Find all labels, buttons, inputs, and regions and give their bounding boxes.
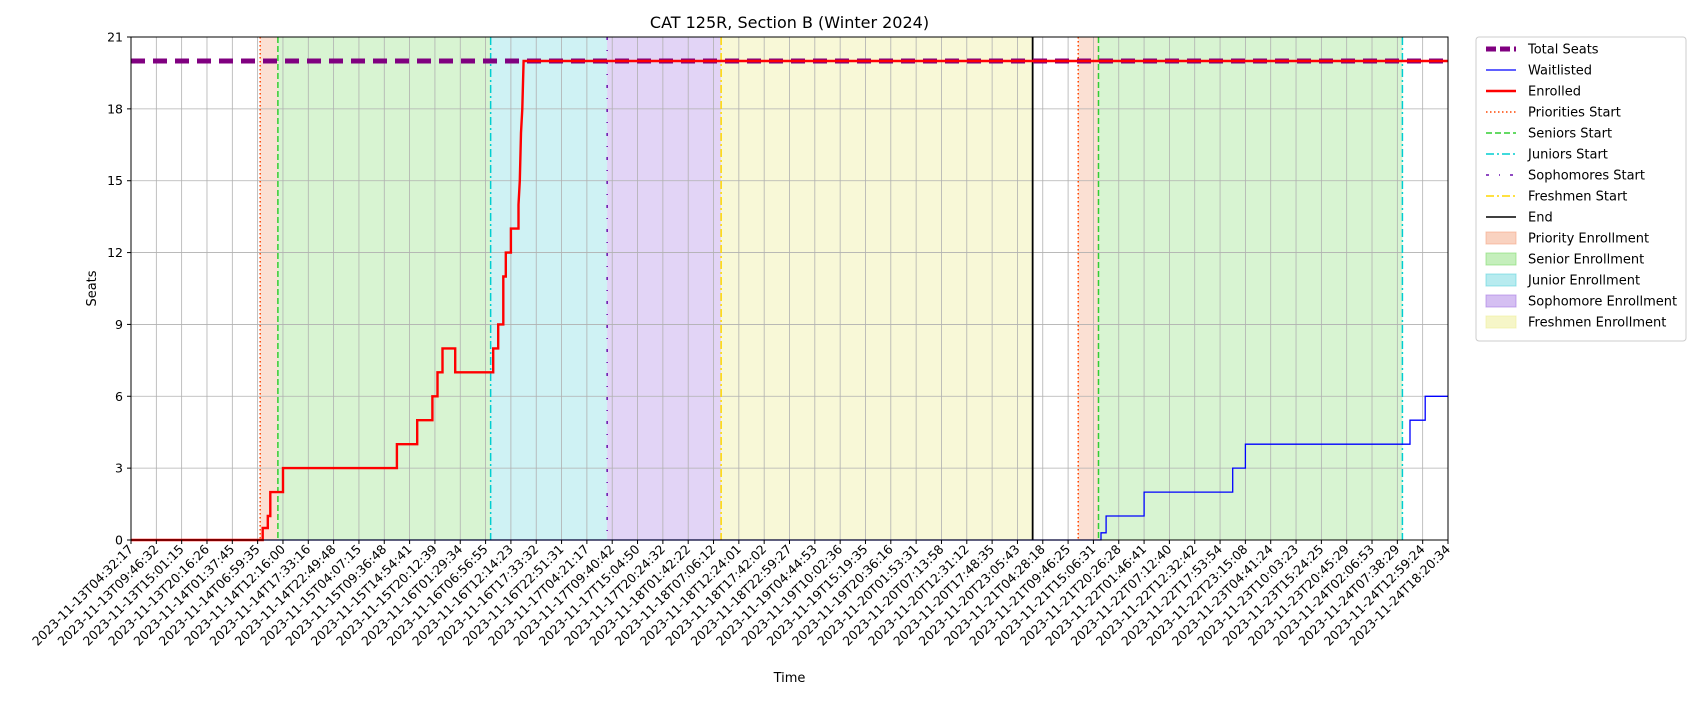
legend-label-enrolled: Enrolled <box>1528 85 1581 100</box>
y-tick-label: 0 <box>115 533 123 548</box>
legend-swatch-sophomore-enrollment <box>1485 294 1517 308</box>
legend-label-priority-enrollment: Priority Enrollment <box>1528 232 1649 247</box>
legend-label-senior-enrollment: Senior Enrollment <box>1528 253 1644 268</box>
waitlisted-line <box>131 395 1448 541</box>
plot-layer: 0369121518212023-11-13T04:32:172023-11-1… <box>29 30 1453 649</box>
legend: Total Seats Waitlisted Enrolled Priorities … <box>1475 36 1687 342</box>
priority-enrollment-region-1 <box>260 37 278 540</box>
legend-label-freshmen-enrollment: Freshmen Enrollment <box>1528 316 1666 331</box>
y-tick-label: 9 <box>115 317 123 332</box>
legend-swatch-freshmen-enrollment <box>1485 315 1517 329</box>
legend-label-junior-enrollment: Junior Enrollment <box>1527 274 1640 289</box>
y-tick-label: 15 <box>107 173 123 188</box>
legend-swatch-senior-enrollment <box>1485 252 1517 266</box>
legend-label-sophomore-enrollment: Sophomore Enrollment <box>1528 295 1677 310</box>
legend-label-total-seats: Total Seats <box>1527 43 1599 58</box>
junior-enrollment-region-1 <box>490 37 608 540</box>
sophomore-enrollment-region-1 <box>607 37 722 540</box>
legend-swatch-priority-enrollment <box>1485 231 1517 245</box>
x-axis-label: Time <box>773 671 806 686</box>
legend-label-priorities-start: Priorities Start <box>1528 106 1621 121</box>
legend-label-end: End <box>1528 211 1553 226</box>
y-tick-label: 12 <box>107 245 123 260</box>
legend-label-seniors-start: Seniors Start <box>1528 127 1612 142</box>
enrolled-line <box>131 59 1448 542</box>
legend-label-sophomores-start: Sophomores Start <box>1528 169 1645 184</box>
legend-label-juniors-start: Juniors Start <box>1527 148 1608 163</box>
senior-enrollment-region-2 <box>1098 37 1403 540</box>
y-axis-label: Seats <box>85 270 100 306</box>
legend-label-freshmen-start: Freshmen Start <box>1528 190 1627 205</box>
legend-box <box>1475 36 1687 342</box>
legend-label-waitlisted: Waitlisted <box>1528 64 1592 79</box>
y-tick-label: 21 <box>107 30 123 45</box>
y-tick-label: 18 <box>107 101 123 116</box>
legend-swatch-junior-enrollment <box>1485 273 1517 287</box>
freshmen-enrollment-region-1 <box>721 37 1033 540</box>
y-tick-label: 3 <box>115 461 123 476</box>
y-tick-label: 6 <box>115 389 123 404</box>
chart-title: CAT 125R, Section B (Winter 2024) <box>650 13 929 32</box>
priority-enrollment-region-2 <box>1078 37 1099 540</box>
